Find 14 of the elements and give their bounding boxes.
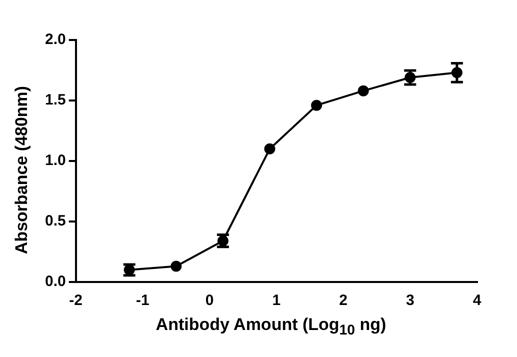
x-axis-title: Antibody Amount (Log$_{10}$ ng)	[154, 315, 388, 338]
x-tick-label: 2	[339, 292, 348, 310]
x-tick-label: 1	[272, 292, 281, 310]
x-tick-label: 0	[205, 292, 214, 310]
x-tick-label: 3	[406, 292, 414, 310]
y-tick-label: 1.5	[44, 92, 66, 109]
y-tick-label: 2.0	[44, 31, 66, 48]
x-tick-label: -2	[69, 292, 83, 310]
x-tick-label: -1	[136, 292, 150, 310]
y-tick-label: 0.5	[44, 212, 66, 230]
x-tick-label: 4	[472, 292, 482, 310]
y-tick-label: 1.0	[44, 152, 66, 170]
y-tick-label: 0.0	[44, 273, 66, 290]
y-axis-title: Absorbance (480nm)	[12, 86, 32, 254]
